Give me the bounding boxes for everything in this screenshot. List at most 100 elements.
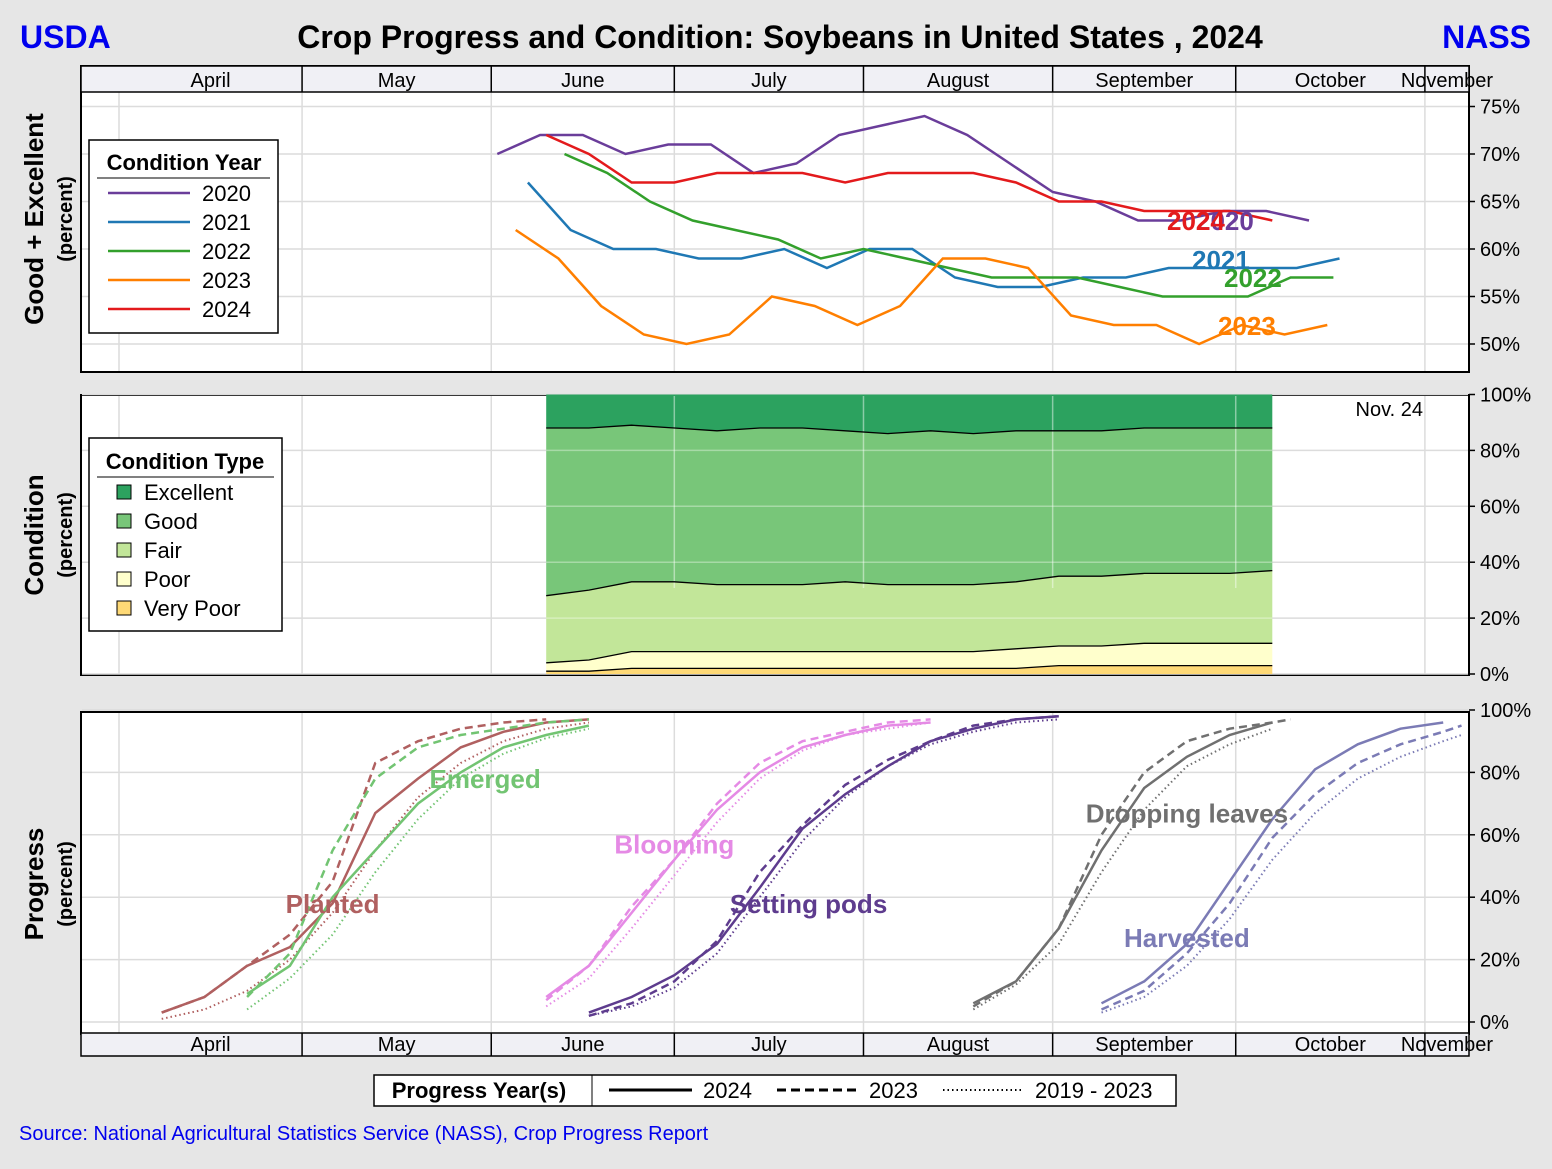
- emerged-2024-line: [246, 724, 590, 995]
- progress-y-tick-label: 0%: [1480, 1012, 1509, 1034]
- condition-y-tick-label: 60%: [1480, 496, 1520, 518]
- legend-avg-label: 2019 - 2023: [1035, 1078, 1152, 1103]
- progress-y-tick-label: 100%: [1480, 700, 1531, 722]
- condition-boundary-poor-top: [546, 642, 1273, 664]
- progress-y-tick-label: 40%: [1480, 887, 1520, 909]
- series-2022-line: [563, 152, 1334, 298]
- legend-good-label: Good: [144, 509, 198, 534]
- emerged-2023-line: [246, 718, 589, 998]
- condition-area-fair: [546, 570, 1273, 663]
- progress-y-tick-label: 80%: [1480, 762, 1520, 784]
- series-2022-end-label: 2022: [1224, 263, 1282, 293]
- series-2021-end-label: 2021: [1192, 245, 1250, 275]
- legend-poor-label: Poor: [144, 567, 190, 592]
- legend-very-poor-swatch: [116, 600, 132, 616]
- legend-good-swatch: [116, 513, 132, 529]
- legend-2023-label: 2023: [202, 268, 251, 293]
- bottom-month-label: September: [1095, 1034, 1193, 1056]
- bottom-month-label: April: [191, 1034, 231, 1056]
- top-month-label: June: [561, 70, 604, 92]
- setting-pods-2023-line: [588, 714, 1059, 1017]
- bottom-month-label: August: [927, 1034, 990, 1056]
- progress-y-tick-label: 60%: [1480, 825, 1520, 847]
- good-excellent-y-tick-label: 60%: [1480, 239, 1520, 261]
- condition-area-excellent: [546, 394, 1273, 434]
- legend-very-poor-label: Very Poor: [144, 596, 241, 621]
- condition-type-legend-title: Condition Type: [106, 449, 264, 474]
- blooming-2024-line: [545, 721, 931, 999]
- legend-poor-swatch: [116, 571, 132, 587]
- condition-date-annotation: Nov. 24: [1356, 399, 1423, 421]
- good-excellent-axis-label: Good + Excellent: [19, 113, 49, 325]
- progress-axis-label: Progress: [19, 828, 49, 941]
- good-excellent-y-tick-label: 75%: [1480, 97, 1520, 119]
- harvested-stage-label: Harvested: [1124, 923, 1250, 953]
- bottom-month-label: July: [751, 1034, 787, 1056]
- legend-fair-label: Fair: [144, 538, 182, 563]
- bottom-month-label: October: [1295, 1034, 1366, 1056]
- harvested-2024-line: [1100, 721, 1444, 1005]
- condition-y-tick-label: 0%: [1480, 664, 1509, 686]
- blooming-stage-label: Blooming: [614, 830, 734, 860]
- good-excellent-y-tick-label: 65%: [1480, 192, 1520, 214]
- condition-y-tick-label: 20%: [1480, 608, 1520, 630]
- legend-2020-label: 2020: [202, 181, 251, 206]
- condition-axis-unit: (percent): [55, 492, 77, 578]
- condition-y-tick-label: 40%: [1480, 552, 1520, 574]
- good-excellent-axis-unit: (percent): [55, 176, 77, 262]
- top-month-label: November: [1401, 70, 1494, 92]
- condition-axis-label: Condition: [19, 474, 49, 595]
- legend-2021-label: 2021: [202, 210, 251, 235]
- legend-fair-swatch: [116, 542, 132, 558]
- usda-logo-text: USDA: [20, 19, 111, 55]
- planted-2024-line: [161, 718, 589, 1014]
- legend-excellent-swatch: [116, 484, 132, 500]
- bottom-month-label: May: [378, 1034, 416, 1056]
- condition-year-legend: Condition Year 2020 2021 2022 2023 2024: [88, 139, 279, 334]
- condition-year-legend-title: Condition Year: [107, 150, 262, 175]
- top-month-label: August: [927, 70, 990, 92]
- good-excellent-panel: April May June July August September October No…: [19, 65, 1520, 373]
- blooming-2023-line: [545, 718, 931, 1002]
- dropping-leaves-2024-line: [972, 721, 1273, 1005]
- legend-2024-label: 2024: [202, 297, 251, 322]
- bottom-month-label: November: [1401, 1034, 1494, 1056]
- top-month-label: May: [378, 70, 416, 92]
- setting-pods-avg-line: [588, 718, 1059, 1017]
- condition-y-tick-label: 100%: [1480, 385, 1531, 407]
- series-2023-end-label: 2023: [1218, 311, 1276, 341]
- progress-year-legend: Progress Year(s) 2024 2023 2019 - 2023: [373, 1074, 1177, 1107]
- series-2020-end-label: 2020: [1196, 206, 1254, 236]
- top-month-label: April: [191, 70, 231, 92]
- good-excellent-y-tick-label: 50%: [1480, 334, 1520, 356]
- top-month-label: September: [1095, 70, 1193, 92]
- setting-pods-stage-label: Setting pods: [730, 889, 887, 919]
- top-month-label: October: [1295, 70, 1366, 92]
- harvested-avg-line: [1101, 734, 1462, 1014]
- nass-logo-text: NASS: [1442, 19, 1531, 55]
- series-2021-line: [526, 181, 1340, 289]
- condition-panel: 0% 20% 40% 60% 80% 100% Nov. 24 Condition (pe…: [19, 385, 1531, 687]
- condition-type-legend: Condition Type Excellent Good Fair Poor Very…: [88, 437, 283, 632]
- series-2024-end-label: 2024: [1167, 206, 1225, 236]
- condition-boundary-good-top: [546, 424, 1273, 435]
- series-2023-line: [515, 228, 1328, 346]
- legend-2022-label: 2022: [202, 239, 251, 264]
- progress-panel: Planted Emerged Blooming Setting pods Droppi…: [19, 700, 1531, 1057]
- dropping-leaves-avg-line: [972, 727, 1273, 1011]
- setting-pods-2024-line: [588, 714, 1059, 1014]
- condition-y-tick-label: 80%: [1480, 440, 1520, 462]
- legend-2024-label: 2024: [703, 1078, 752, 1103]
- source-footnote: Source: National Agricultural Statistics…: [19, 1123, 709, 1145]
- dropping-leaves-stage-label: Dropping leaves: [1086, 798, 1288, 828]
- condition-area-good: [546, 425, 1273, 596]
- progress-year-legend-title: Progress Year(s): [392, 1078, 566, 1103]
- legend-excellent-label: Excellent: [144, 480, 233, 505]
- harvested-2023-line: [1100, 724, 1462, 1011]
- progress-y-tick-label: 20%: [1480, 950, 1520, 972]
- blooming-avg-line: [545, 721, 931, 1008]
- planted-stage-label: Planted: [286, 889, 380, 919]
- condition-area-very-poor: [546, 665, 1273, 674]
